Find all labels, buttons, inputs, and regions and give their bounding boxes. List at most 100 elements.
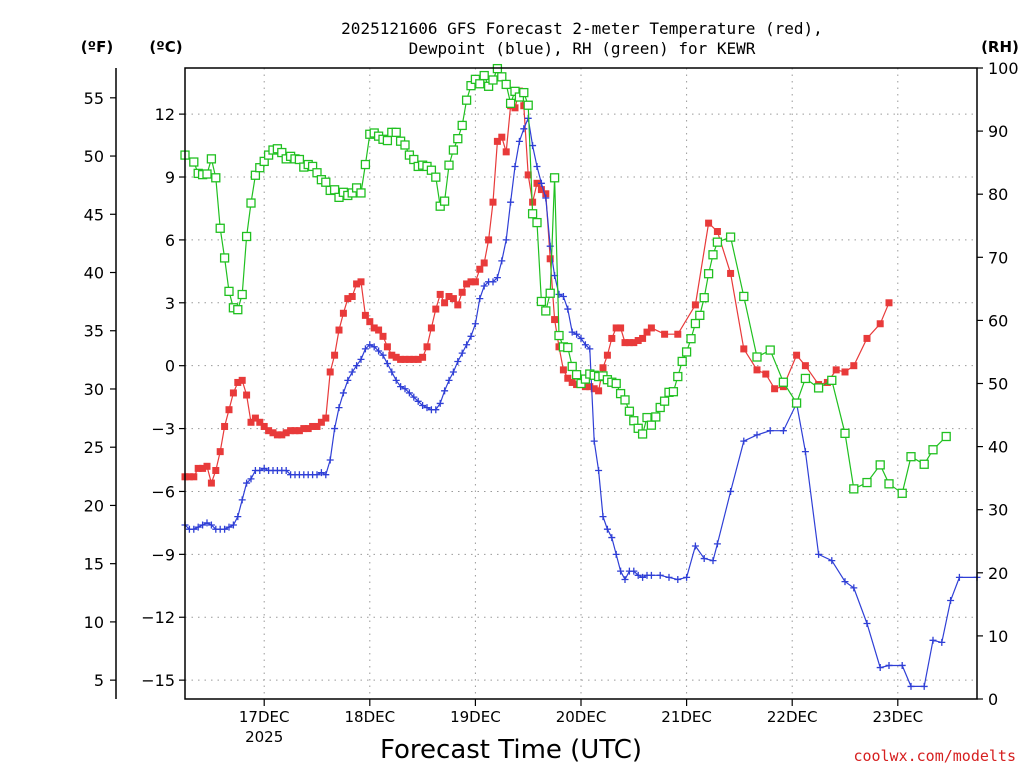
dewpoint-point (476, 295, 484, 303)
dewpoint-point (647, 571, 655, 579)
temperature-point (551, 316, 559, 324)
time-tick-label: 23DEC (873, 708, 924, 726)
celsius-tick-label: −12 (141, 608, 175, 627)
rh-point (457, 120, 467, 131)
fahrenheit-tick-label: 45 (84, 205, 104, 224)
temperature-point (713, 228, 721, 236)
dewpoint-point (383, 360, 391, 368)
fahrenheit-tick-label: 5 (94, 671, 104, 690)
x-axis-title: Forecast Time (UTC) (380, 735, 642, 765)
rh-point (629, 416, 639, 426)
celsius-tick-label: −3 (151, 420, 175, 439)
dewpoint-point (700, 555, 708, 563)
dewpoint-point (665, 573, 673, 581)
temperature-point (568, 378, 576, 386)
dewpoint-point (779, 427, 787, 435)
dewpoint-point (929, 636, 937, 644)
rh-point (461, 95, 472, 105)
rh-point (646, 420, 657, 430)
dewpoint-point (190, 525, 198, 533)
temperature-point (727, 269, 735, 277)
dewpoint-point (559, 293, 567, 301)
rh-point (536, 296, 547, 307)
dewpoint-point (392, 376, 400, 384)
dewpoint-point (357, 355, 365, 363)
rh-point (453, 134, 463, 144)
rh-point (444, 160, 454, 170)
temperature-point (383, 343, 391, 351)
temperature-point (339, 309, 347, 317)
dewpoint-point (502, 236, 510, 244)
celsius-tick-label: 9 (165, 168, 175, 187)
rh-point (545, 288, 555, 298)
temperature-point (454, 301, 462, 309)
chart-title-line-1: 2025121606 GFS Forecast 2-meter Temperat… (341, 19, 823, 38)
fahrenheit-tick-label: 35 (84, 322, 104, 341)
temperature-point (617, 324, 625, 332)
dewpoint-point (612, 550, 620, 558)
dewpoint-point (401, 385, 409, 393)
dewpoint-point (656, 571, 664, 579)
temperature-point (427, 324, 435, 332)
temperature-point (643, 328, 651, 336)
rh-point (897, 488, 907, 498)
temperature-point (441, 299, 449, 307)
rh-point (488, 75, 498, 85)
rh-point (505, 98, 516, 108)
temperature-point (705, 219, 713, 227)
temperature-point (498, 133, 506, 141)
celsius-tick-label: −6 (151, 482, 175, 501)
dewpoint-point (691, 542, 699, 550)
time-tick-year-label: 2025 (245, 728, 283, 746)
temperature-point (401, 355, 409, 363)
temperature-point (564, 374, 572, 382)
celsius-tick-label: 12 (155, 105, 175, 124)
temperature-point (419, 353, 427, 361)
dewpoint-point (366, 341, 374, 349)
dewpoint-point (727, 487, 735, 495)
dewpoint-point (480, 282, 488, 290)
rh-point (611, 378, 621, 389)
rh-tick-label: 40 (988, 438, 1008, 457)
time-tick-label: 17DEC (239, 708, 290, 726)
rh-point (501, 79, 511, 90)
rh-point (686, 334, 696, 344)
rh-point (699, 293, 709, 303)
rh-tick-label: 0 (988, 690, 998, 709)
rh-point (246, 198, 256, 208)
temperature-point (436, 290, 444, 298)
dewpoint-point (353, 362, 361, 370)
dewpoint-point (370, 343, 378, 351)
temperature-point (269, 429, 277, 437)
fahrenheit-tick-label: 15 (84, 555, 104, 574)
dewpoint-point (458, 349, 466, 357)
chart-title-line-2: Dewpoint (blue), RH (green) for KEWR (409, 39, 756, 58)
rh-point (519, 87, 529, 98)
dewpoint-point (876, 664, 884, 672)
temperature-point (471, 278, 479, 286)
temperature-point (595, 387, 603, 395)
rh-point (849, 484, 859, 494)
rh-point (329, 185, 340, 195)
temperature-point (353, 280, 361, 288)
rh-point (532, 217, 542, 228)
temperature-point (546, 255, 554, 263)
rh-point (523, 100, 533, 110)
temperature-point (322, 414, 330, 422)
rh-point (237, 289, 247, 300)
temperature-point (634, 337, 642, 345)
temperature-point (185, 473, 193, 481)
temperature-point (625, 339, 633, 347)
temperature-point (300, 425, 308, 433)
dewpoint-point (379, 351, 387, 359)
dewpoint-point (581, 341, 589, 349)
temperature-point (467, 278, 475, 286)
temperature-point (295, 427, 303, 435)
dewpoint-point (331, 425, 339, 433)
rh-point (862, 477, 872, 488)
temperature-point (410, 355, 418, 363)
fahrenheit-tick-label: 25 (84, 438, 104, 457)
dewpoint-point (361, 345, 369, 353)
temperature-point (203, 462, 211, 470)
